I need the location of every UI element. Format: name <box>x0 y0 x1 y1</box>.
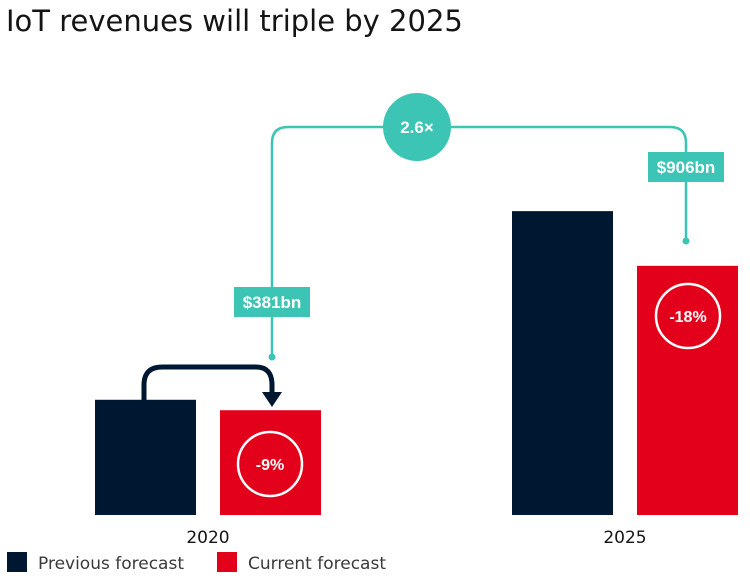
shift-arrow <box>141 364 275 403</box>
x-tick-label-2020: 2020 <box>186 528 229 548</box>
x-tick-label-2025: 2025 <box>603 528 646 548</box>
chart-title: IoT revenues will triple by 2025 <box>6 4 463 38</box>
legend: Previous forecast Current forecast <box>7 552 386 574</box>
change-label-2020: -9% <box>256 457 284 474</box>
annotations: 2.6× $381bn $906bn -9% -18% <box>141 93 724 498</box>
multiplier-label: 2.6× <box>400 118 434 137</box>
bar-previous-2020 <box>95 399 196 515</box>
legend-label-previous: Previous forecast <box>38 554 184 574</box>
callout-box-2025 <box>648 152 724 182</box>
legend-swatch-previous <box>7 552 27 572</box>
growth-connector-line <box>270 125 688 355</box>
bar-previous-2025 <box>512 211 613 515</box>
callout-label-2020: $381bn <box>243 293 302 312</box>
multiplier-bubble <box>383 93 451 161</box>
change-badge-2020 <box>236 430 304 498</box>
legend-label-current: Current forecast <box>248 554 386 574</box>
x-axis-ticks: 2020 2025 <box>186 528 646 548</box>
change-label-2025: -18% <box>669 309 706 326</box>
connector-dot-2025 <box>682 237 690 245</box>
legend-swatch-current <box>217 552 237 572</box>
connector-dot-2020 <box>268 353 276 361</box>
bars <box>95 211 738 515</box>
shift-arrowhead <box>262 392 282 407</box>
callout-label-2025: $906bn <box>657 158 716 177</box>
callout-box-2020 <box>234 287 310 317</box>
change-badge-2025 <box>654 282 722 350</box>
bar-current-2025 <box>637 265 738 515</box>
